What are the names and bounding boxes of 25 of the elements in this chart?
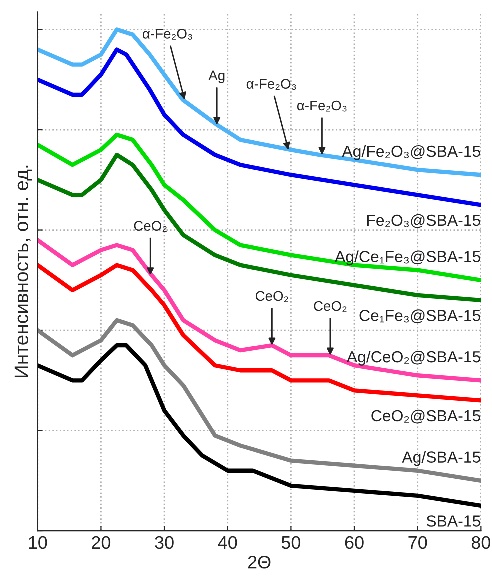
x-tick-label: 30	[155, 536, 174, 550]
x-tick-label: 60	[345, 536, 364, 550]
annotation: CeO₂	[256, 291, 288, 302]
series-label: CeO₂@SBA-15	[372, 410, 481, 424]
y-axis-title: Интенсивность, отн. ед.	[14, 166, 32, 378]
x-tick-label: 10	[29, 536, 48, 550]
annotation: Ag	[208, 70, 225, 84]
annotation: CeO₂	[134, 221, 167, 232]
annotation: α-Fe₂O₃	[246, 79, 296, 90]
x-tick-label: 70	[408, 536, 428, 550]
series-label: Ag/CeO₂@SBA-15	[346, 350, 481, 366]
series-label: SBA-15	[426, 516, 481, 527]
x-axis-title: 2Θ	[248, 556, 271, 569]
x-tick-label: 20	[92, 536, 111, 550]
x-tick-label: 50	[282, 536, 301, 550]
series-label: Ag/Ce₁Fe₃@SBA-15	[335, 250, 481, 266]
annotation: α-Fe₂O₃	[143, 29, 192, 40]
series-label: Fe₂O₃@SBA-15	[367, 214, 481, 228]
series-label: Ce₁Fe₃@SBA-15	[360, 310, 481, 324]
x-tick-label: 80	[472, 536, 491, 550]
annotation: α-Fe₂O₃	[297, 100, 347, 112]
annotation: CeO₂	[314, 301, 347, 312]
x-tick-label: 40	[218, 536, 238, 550]
series-label: Ag/SBA-15	[402, 451, 481, 466]
series-label: Ag/Fe₂O₃@SBA-15	[342, 145, 481, 160]
